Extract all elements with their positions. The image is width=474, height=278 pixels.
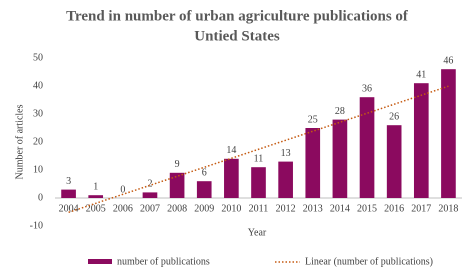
x-tick-label: 2017 [411, 203, 431, 214]
bar [251, 167, 266, 198]
y-tick-label: 20 [33, 136, 43, 147]
data-label: 25 [308, 114, 318, 125]
legend-label: number of publications [117, 256, 210, 267]
x-tick-label: 2008 [167, 203, 187, 214]
data-label: 3 [66, 176, 71, 187]
bar [224, 158, 239, 198]
data-label: 14 [226, 145, 236, 156]
y-tick-label: 40 [33, 80, 43, 91]
bar [278, 161, 293, 198]
y-tick-label: 50 [33, 52, 43, 63]
bar [88, 195, 104, 198]
y-tick-label: 0 [38, 192, 43, 203]
data-label: 11 [254, 153, 264, 164]
data-label: 28 [335, 106, 345, 117]
x-tick-label: 2006 [113, 203, 133, 214]
bar [359, 97, 375, 198]
x-tick-label: 2004 [59, 203, 79, 214]
x-tick-label: 2014 [330, 203, 350, 214]
data-label: 13 [281, 148, 291, 159]
x-tick-label: 2012 [276, 203, 296, 214]
x-tick-label: 2010 [221, 203, 241, 214]
bar [169, 172, 185, 198]
x-tick-label: 2005 [86, 203, 106, 214]
x-tick-label: 2015 [357, 203, 377, 214]
x-tick-label: 2016 [384, 203, 404, 214]
data-label: 41 [416, 69, 426, 80]
trend-line [68, 85, 449, 214]
bar [413, 83, 429, 198]
bar [196, 181, 212, 198]
data-label: 9 [175, 159, 180, 170]
data-label: 0 [120, 184, 125, 195]
x-tick-label: 2009 [194, 203, 214, 214]
y-axis-label: Number of articles [14, 104, 25, 179]
x-tick-label: 2011 [249, 203, 269, 214]
bar [142, 192, 158, 198]
bar [332, 119, 348, 198]
data-label: 26 [389, 111, 399, 122]
y-tick-label: -10 [30, 220, 43, 231]
data-label: 46 [443, 55, 453, 66]
bar [61, 189, 76, 198]
legend-swatch [88, 259, 112, 264]
y-tick-label: 10 [33, 164, 43, 175]
chart-title: Untied States [194, 28, 280, 44]
x-tick-label: 2007 [140, 203, 160, 214]
chart-title: Trend in number of urban agriculture pub… [66, 8, 409, 24]
data-label: 36 [362, 83, 372, 94]
x-axis-label: Year [248, 227, 267, 238]
bar [441, 69, 456, 198]
legend-label: Linear (number of publications) [305, 256, 433, 267]
data-label: 2 [147, 179, 152, 190]
x-tick-label: 2013 [303, 203, 323, 214]
bar [386, 125, 402, 198]
x-tick-label: 2018 [438, 203, 458, 214]
data-label: 1 [93, 181, 98, 192]
bar [305, 128, 321, 198]
data-label: 6 [202, 167, 207, 178]
y-tick-label: 30 [33, 108, 43, 119]
